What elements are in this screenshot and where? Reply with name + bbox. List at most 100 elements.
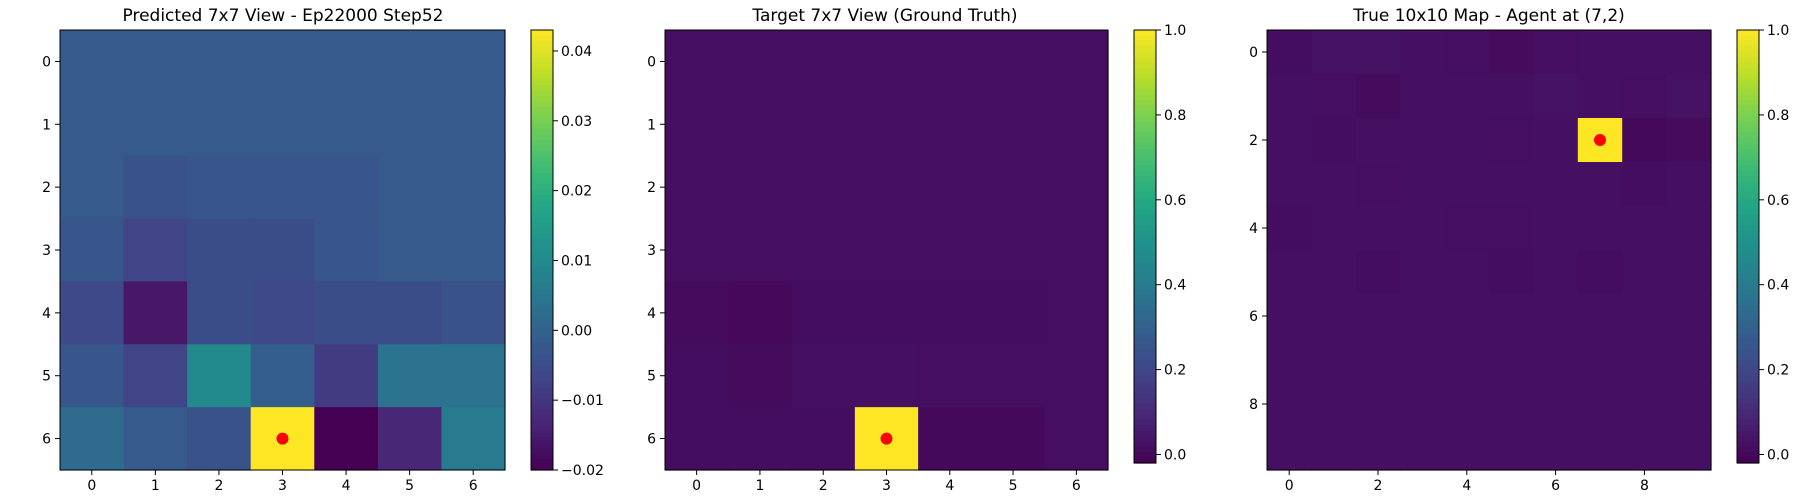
heatmap-cell	[1267, 294, 1312, 339]
colorbar-segment	[1134, 284, 1156, 291]
colorbar-segment	[1134, 435, 1156, 442]
heatmap-cell	[665, 407, 729, 471]
heatmap-cell	[1311, 382, 1357, 427]
colorbar-segment	[531, 365, 553, 372]
heatmap-cell	[1577, 382, 1623, 427]
colorbar-segment	[1737, 46, 1759, 53]
heatmap-cell	[854, 155, 919, 220]
colorbar-segment	[531, 272, 553, 279]
x-axis: 0 2 4 6 8	[1285, 470, 1649, 494]
colorbar-segment	[1737, 105, 1759, 112]
heatmap-cell	[1533, 162, 1579, 207]
heatmap-cell	[918, 218, 983, 283]
heatmap-cell	[1666, 382, 1712, 427]
heatmap-cell	[441, 30, 506, 94]
colorbar-segment	[531, 63, 553, 70]
heatmap-cell	[728, 407, 793, 471]
colorbar-segment	[1737, 138, 1759, 145]
colorbar-segment	[1737, 322, 1759, 329]
colorbar-segment	[1134, 170, 1156, 177]
heatmap-cell	[187, 281, 252, 345]
heatmap-cell	[187, 155, 252, 220]
heatmap-cell	[665, 344, 729, 408]
heatmap-cell	[314, 281, 379, 345]
heatmap-cell	[918, 30, 983, 94]
colorbar-segment	[1134, 295, 1156, 302]
colorbar-segment	[531, 343, 553, 350]
heatmap-cell	[187, 30, 252, 94]
colorbar-segment	[531, 283, 553, 290]
heatmap-cells	[1267, 30, 1712, 471]
colorbar-segment	[1737, 343, 1759, 350]
heatmap-cells	[60, 30, 506, 471]
colorbar-tick-label: −0.02	[561, 463, 604, 479]
heatmap-cell	[981, 344, 1046, 408]
heatmap-cell	[791, 281, 856, 345]
colorbar-segment	[1134, 446, 1156, 453]
heatmap-cell	[1622, 118, 1668, 163]
heatmap-cell	[1044, 281, 1109, 345]
heatmap-cell	[1044, 92, 1109, 157]
colorbar-segment	[1737, 333, 1759, 340]
heatmap-cell	[665, 30, 729, 94]
colorbar-segment	[1737, 360, 1759, 367]
heatmap-cell	[314, 218, 379, 283]
heatmap-cell	[1444, 30, 1490, 75]
heatmap-cell	[314, 155, 379, 220]
colorbar-segment	[1737, 35, 1759, 42]
colorbar-segment	[531, 382, 553, 389]
heatmap-cell	[981, 218, 1046, 283]
heatmap-cell	[123, 344, 188, 408]
colorbar-segment	[1134, 262, 1156, 269]
colorbar-segment	[1737, 208, 1759, 215]
colorbar-segment	[1134, 306, 1156, 313]
colorbar-segment	[531, 167, 553, 174]
colorbar-segment	[1737, 251, 1759, 258]
y-axis: 0 2 4 6 8	[1249, 45, 1267, 413]
x-tick-label: 3	[882, 478, 891, 494]
colorbar-segment	[531, 349, 553, 356]
heatmap-cell	[854, 30, 919, 94]
colorbar-segment	[531, 448, 553, 455]
x-tick-label: 2	[1374, 478, 1383, 494]
colorbar-tick-label: 0.2	[1164, 363, 1186, 379]
colorbar-segment	[1737, 365, 1759, 372]
colorbar-segment	[531, 156, 553, 163]
colorbar-segment	[531, 376, 553, 383]
x-tick-label: 4	[1462, 478, 1471, 494]
x-tick-label: 6	[1072, 478, 1081, 494]
colorbar-segment	[1737, 435, 1759, 442]
colorbar-segment	[531, 321, 553, 328]
colorbar-segment	[1134, 89, 1156, 96]
y-tick-label: 2	[1249, 133, 1258, 149]
heatmap-cell	[1666, 74, 1712, 119]
colorbar-segment	[531, 90, 553, 97]
heatmap-cell	[1489, 118, 1534, 163]
heatmap-cell	[1400, 162, 1446, 207]
colorbar-segment	[1134, 452, 1156, 459]
colorbar-segment	[1737, 159, 1759, 166]
heatmap-cell	[377, 344, 443, 408]
colorbar-segment	[531, 52, 553, 59]
colorbar-segment	[1134, 186, 1156, 193]
colorbar: 1.0 0.8 0.6 0.4 0.2 0.0	[1133, 23, 1186, 464]
colorbar-segment	[531, 266, 553, 273]
colorbar-tick-label: 0.4	[1767, 278, 1789, 294]
heatmap-cell	[60, 92, 125, 157]
colorbar-segment	[531, 74, 553, 81]
colorbar-segment	[1134, 100, 1156, 107]
heatmap-cell	[854, 281, 919, 345]
colorbar-segment	[531, 239, 553, 246]
colorbar-segment	[1134, 46, 1156, 53]
colorbar-segment	[1737, 354, 1759, 361]
colorbar-segment	[531, 464, 553, 471]
colorbar-segment	[1737, 100, 1759, 107]
x-tick-label: 6	[1551, 478, 1560, 494]
heatmap-cell	[1533, 118, 1579, 163]
plot-frame	[1266, 29, 1712, 471]
colorbar-segment	[1737, 181, 1759, 188]
heatmap-cell	[1400, 338, 1446, 383]
heatmap-cell	[377, 407, 443, 471]
heatmap-cell	[791, 30, 856, 94]
colorbar-segment	[1737, 414, 1759, 421]
